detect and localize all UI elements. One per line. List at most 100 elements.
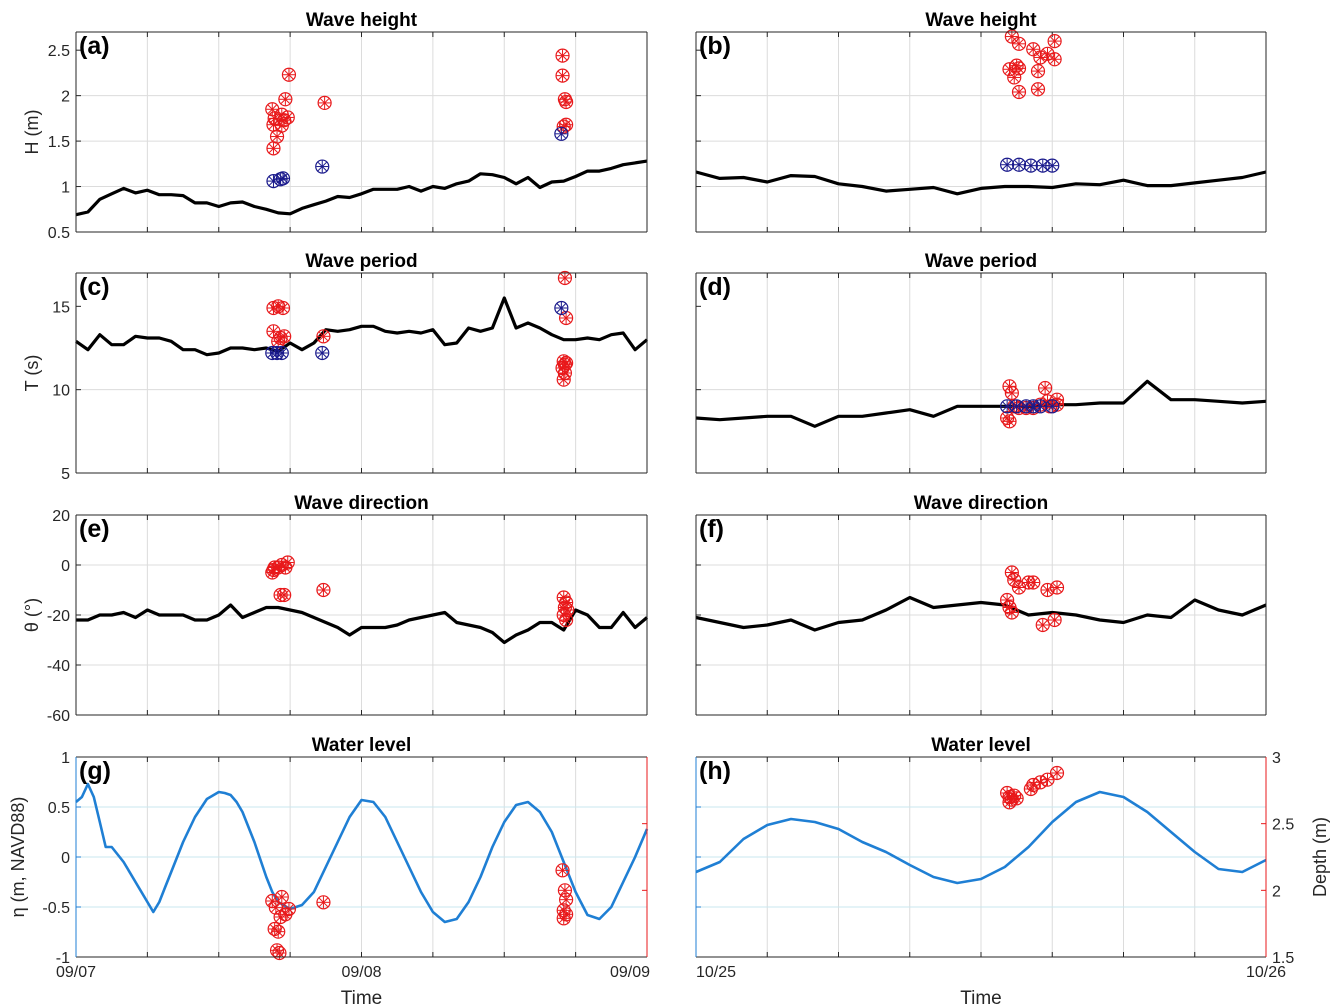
series-line: [75, 296, 649, 357]
y-tick-label: 1: [61, 750, 70, 767]
y2-tick-label: 1.5: [1272, 950, 1294, 967]
data-point: [317, 95, 332, 111]
data-point: [275, 300, 291, 316]
data-point: [267, 111, 282, 126]
panel-label: (b): [699, 32, 731, 60]
data-point: [1026, 42, 1041, 57]
panel-title: Wave period: [305, 251, 417, 272]
data-point: [554, 300, 569, 316]
data-point: [1040, 772, 1055, 787]
y2-tick-label: 2.5: [1272, 817, 1294, 834]
data-point: [277, 587, 292, 603]
y-tick-label: -20: [47, 608, 70, 625]
data-point: [1033, 399, 1048, 414]
y-tick-label: -0.5: [42, 900, 70, 917]
data-point: [274, 107, 289, 122]
data-point: [1002, 414, 1017, 429]
y-tick-label: -60: [47, 708, 70, 725]
panel-b: Wave height (b): [695, 10, 1267, 233]
data-point: [1038, 380, 1053, 396]
y-tick-label: 2.5: [48, 43, 70, 60]
y-axis-label: T (s): [22, 355, 42, 392]
data-point: [1047, 612, 1062, 628]
panel-title: Water level: [312, 735, 412, 756]
y-tick-label: 10: [52, 383, 70, 400]
series-line: [75, 159, 648, 217]
data-point: [555, 360, 570, 376]
panel-label: (c): [79, 273, 110, 301]
y-tick-label: 0.5: [48, 225, 70, 242]
y-axis-label: η (m, NAVD88): [8, 797, 28, 918]
data-point: [1011, 157, 1027, 172]
data-point: [1007, 70, 1022, 85]
series-line: [695, 790, 1267, 885]
panel-c: 5 10 15 Wave period (c) T (s): [22, 251, 649, 483]
x-tick-label: 09/09: [610, 964, 650, 981]
data-point: [1004, 605, 1019, 620]
series-line: [695, 595, 1267, 632]
panel-title: Wave height: [925, 10, 1037, 31]
data-point: [1047, 33, 1062, 49]
data-point: [1030, 82, 1046, 97]
data-point: [556, 372, 571, 387]
x-axis-label: Time: [341, 988, 383, 1008]
panel-title: Water level: [931, 735, 1031, 756]
data-point: [273, 909, 288, 925]
series-line: [695, 379, 1267, 428]
data-point: [1004, 385, 1019, 401]
data-point: [1035, 617, 1050, 633]
data-point: [1045, 399, 1060, 414]
series-line: [75, 782, 649, 924]
x-axis-label: Time: [960, 988, 1002, 1008]
data-point: [1026, 575, 1041, 590]
panel-label: (g): [79, 757, 111, 785]
series-line: [76, 603, 649, 645]
data-point: [1004, 565, 1019, 580]
panel-title: Wave direction: [914, 493, 1048, 514]
panel-label: (f): [699, 515, 724, 543]
data-point: [1033, 50, 1048, 65]
y-axis-label: θ (°): [22, 598, 42, 632]
data-point: [315, 159, 330, 174]
y-tick-label: 0: [61, 558, 70, 575]
data-point: [281, 67, 297, 82]
data-point: [1040, 582, 1055, 598]
x-tick-label: 10/25: [696, 964, 736, 981]
data-point: [554, 126, 569, 141]
data-point: [265, 102, 280, 117]
panel-d: Wave period (d): [695, 251, 1267, 474]
y2-tick-label: 3: [1272, 750, 1281, 767]
data-point: [1047, 52, 1062, 67]
data-point: [1009, 791, 1024, 806]
panel-g: -1 -0.5 0 0.5 1 Water level (g) η (m, NAVD88) 09…: [8, 735, 650, 1008]
data-point: [557, 883, 573, 898]
data-point: [316, 582, 331, 598]
data-point: [266, 141, 281, 156]
data-point: [555, 863, 570, 878]
y-tick-label: -1: [56, 950, 70, 967]
x-tick-label: 09/07: [56, 964, 96, 981]
data-point: [1011, 36, 1027, 51]
data-point: [1011, 84, 1027, 100]
data-point: [1007, 572, 1022, 588]
data-point: [556, 607, 571, 623]
data-point: [274, 889, 289, 905]
panel-f: Wave direction (f): [695, 493, 1267, 716]
panel-label: (e): [79, 515, 110, 543]
data-point: [1040, 46, 1055, 61]
data-point: [280, 555, 295, 570]
panel-e: -60 -40 -20 0 20 Wave direction (e) θ (°): [22, 493, 649, 725]
y2-axis-label: Depth (m): [1310, 817, 1330, 897]
y-axis-label: H (m): [22, 110, 42, 155]
panel-label: (h): [699, 757, 731, 785]
panel-title: Wave period: [925, 251, 1037, 272]
data-point: [267, 921, 282, 937]
data-point: [274, 345, 289, 361]
data-point: [315, 345, 330, 361]
data-point: [559, 612, 574, 628]
y-tick-label: 1.5: [48, 134, 70, 151]
x-tick-label: 10/26: [1246, 964, 1286, 981]
data-point: [281, 901, 297, 917]
data-point: [1030, 63, 1046, 79]
data-point: [1049, 580, 1065, 595]
